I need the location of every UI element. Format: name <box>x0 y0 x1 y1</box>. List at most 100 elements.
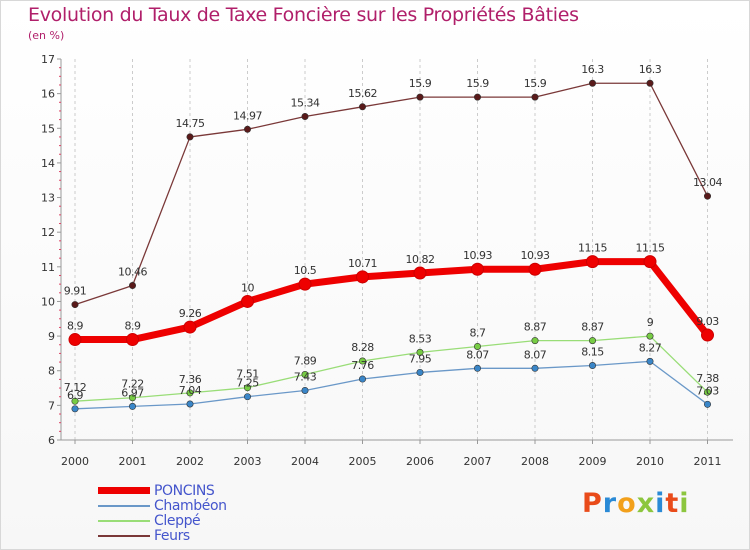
data-point <box>71 405 79 413</box>
x-tick-label: 2003 <box>234 455 262 468</box>
data-label: 8.07 <box>466 348 489 361</box>
data-point <box>358 375 366 383</box>
data-label: 8.9 <box>125 320 141 333</box>
data-point <box>301 371 309 379</box>
logo-letter: o <box>617 488 637 519</box>
data-label: 10.5 <box>294 264 317 277</box>
data-point <box>531 337 539 345</box>
x-tick-label: 2005 <box>349 455 377 468</box>
data-point <box>71 301 79 309</box>
data-label: 10 <box>241 281 254 294</box>
x-tick-label: 2011 <box>694 455 722 468</box>
data-point <box>528 262 542 276</box>
chart-title: Evolution du Taux de Taxe Foncière sur l… <box>28 4 579 26</box>
data-label: 15.9 <box>524 77 547 90</box>
data-point <box>531 93 539 101</box>
data-point <box>244 125 252 133</box>
legend-label-cleppe: Cleppé <box>154 513 201 529</box>
data-point <box>588 362 596 370</box>
data-point <box>703 400 711 408</box>
data-label: 7.89 <box>294 355 317 368</box>
x-tick-label: 2007 <box>464 455 492 468</box>
data-label: 15.62 <box>348 87 377 100</box>
data-label: 8.53 <box>409 332 432 345</box>
data-point <box>588 79 596 87</box>
data-label: 8.07 <box>524 348 547 361</box>
data-label: 9 <box>647 316 654 329</box>
data-point <box>413 266 427 280</box>
proxiti-logo: Proxiti <box>582 488 690 519</box>
data-point <box>71 397 79 405</box>
x-tick-label: 2009 <box>579 455 607 468</box>
data-point <box>531 364 539 372</box>
data-point <box>129 402 137 410</box>
data-label: 7.03 <box>696 384 719 397</box>
x-tick-label: 2006 <box>406 455 434 468</box>
logo-letter: x <box>636 488 656 519</box>
data-point <box>643 255 657 269</box>
data-label: 7.04 <box>179 384 202 397</box>
data-label: 9.91 <box>64 285 87 298</box>
legend-label-feurs: Feurs <box>154 528 190 544</box>
legend-swatch-chambeon <box>98 505 150 507</box>
legend-swatch-feurs <box>98 535 150 537</box>
x-tick-label: 2002 <box>176 455 204 468</box>
y-tick-label: 15 <box>41 122 55 135</box>
data-point <box>301 112 309 120</box>
legend-label-poncins: PONCINS <box>154 483 215 499</box>
data-point <box>646 332 654 340</box>
data-label: 7.38 <box>696 372 719 385</box>
data-label: 8.27 <box>639 341 662 354</box>
y-tick-label: 9 <box>48 330 55 343</box>
logo-letter: i <box>655 488 666 519</box>
series-line-chambéon <box>74 360 709 410</box>
data-label: 10.71 <box>348 257 377 270</box>
data-label: 8.87 <box>524 321 547 334</box>
logo-letter: P <box>582 488 603 519</box>
data-label: 10.93 <box>463 249 492 262</box>
data-point <box>129 394 137 402</box>
data-point <box>416 93 424 101</box>
data-point <box>244 393 252 401</box>
data-label: 8.15 <box>581 346 604 359</box>
data-point <box>241 294 254 308</box>
y-tick-label: 13 <box>41 192 55 205</box>
data-label: 10.46 <box>118 266 147 279</box>
y-tick-label: 17 <box>41 53 55 66</box>
data-point <box>126 333 139 347</box>
data-label: 16.3 <box>639 63 662 76</box>
data-label: 6.97 <box>121 386 144 399</box>
data-point <box>68 333 82 347</box>
data-label: 16.3 <box>581 63 604 76</box>
data-label: 8.87 <box>581 321 604 334</box>
logo-letter: i <box>679 488 690 519</box>
data-label: 8.28 <box>351 341 374 354</box>
data-point <box>473 93 481 101</box>
data-label: 7.25 <box>236 377 259 390</box>
data-point <box>183 320 197 334</box>
series-line-cleppé <box>74 335 709 402</box>
data-point <box>416 368 424 376</box>
data-point <box>416 348 424 356</box>
data-point <box>186 133 194 141</box>
data-label: 15.9 <box>409 77 432 90</box>
legend-label-chambeon: Chambéon <box>154 498 227 514</box>
data-label: 7.36 <box>179 373 202 386</box>
data-label: 7.95 <box>409 352 432 365</box>
logo-letter: t <box>665 488 680 519</box>
data-point <box>471 262 484 276</box>
data-point <box>298 277 312 291</box>
data-point <box>586 255 599 269</box>
data-point <box>301 386 309 394</box>
data-label: 7.22 <box>121 378 144 391</box>
data-label: 11.15 <box>636 242 665 255</box>
data-point <box>703 192 711 200</box>
y-tick-label: 8 <box>48 365 55 378</box>
data-label: 7.12 <box>64 381 87 394</box>
data-label: 8.7 <box>470 326 486 339</box>
series-line-feurs <box>74 82 709 306</box>
data-point <box>186 400 194 408</box>
data-point <box>473 342 481 350</box>
data-point <box>473 364 481 372</box>
